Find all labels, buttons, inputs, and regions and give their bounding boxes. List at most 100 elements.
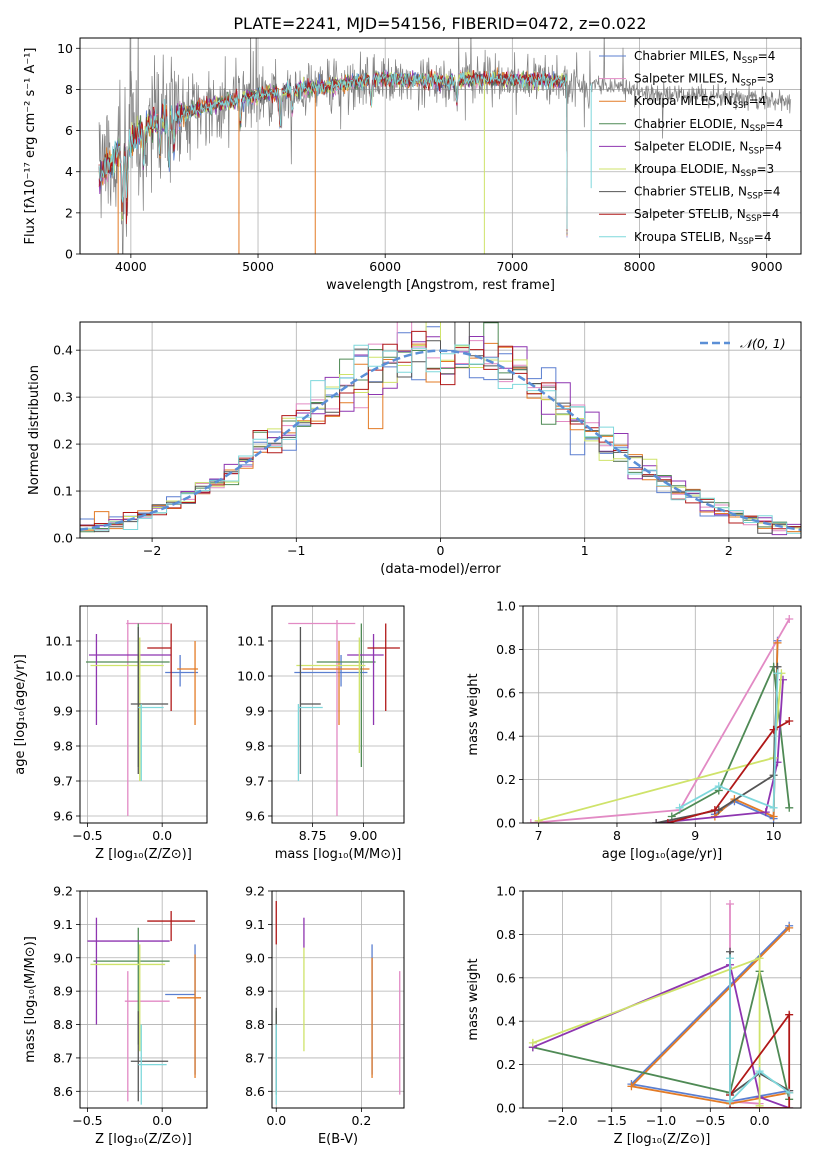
x-axis-label: mass [log₁₀(M/M⊙)]: [275, 847, 402, 862]
errorbar-point-5: [90, 637, 164, 781]
series-marker: [755, 1067, 764, 1076]
errorbar-point-2: [302, 641, 370, 725]
x-tick-label: −1.5: [597, 1113, 627, 1128]
axes-mass-vs-Z: −0.5 0.0 8.6 8.7 8.8 8.9 9.0 9.1 9.2 Z [log₁₀(Z/Z…: [23, 884, 208, 1147]
series-marker: [785, 1088, 794, 1097]
errorbar-point-1: [288, 620, 356, 816]
errorbar-point-5: [90, 944, 166, 1052]
normal-curve: [80, 349, 801, 532]
axes-age-vs-Z: −0.5 0.0 9.6 9.7 9.8 9.9 10.0 10.1 Z [log₁₀(Z/Z⊙…: [13, 605, 208, 862]
x-tick-label: −0.5: [72, 828, 102, 843]
errorbar-point-8: [138, 1024, 167, 1105]
residuals-legend: 𝒩(0, 1): [700, 336, 786, 351]
plot-area-age-vs-mass: [288, 620, 400, 816]
series-marker: [726, 954, 735, 963]
errorbar-point-5: [296, 637, 366, 753]
y-tick-label: 9.0: [245, 950, 265, 965]
errorbar-point-3: [316, 623, 376, 767]
x-tick-label: 8.75: [299, 828, 327, 843]
series-line-7: [667, 720, 790, 823]
x-tick-label: 0.0: [266, 1113, 286, 1128]
errorbar-point-6: [130, 627, 169, 774]
plot-area-spectrum: [98, 38, 792, 254]
y-tick-label: 8.7: [53, 1050, 73, 1065]
x-axis-label: age [log₁₀(age/yr)]: [602, 847, 723, 862]
series-marker: [755, 1101, 764, 1108]
x-tick-label: −1: [287, 543, 305, 558]
y-tick-label: 0.0: [53, 531, 73, 546]
x-tick-label: −2: [143, 543, 161, 558]
y-tick-label: 0.4: [53, 343, 73, 358]
series-marker: [769, 812, 778, 821]
y-tick-label: 9.7: [245, 774, 265, 789]
x-tick-label: 0.0: [152, 828, 172, 843]
series-marker: [726, 900, 735, 909]
series-marker: [710, 805, 719, 814]
y-axis-label: mass [log₁₀(M/M⊙)]: [23, 936, 38, 1063]
y-tick-label: 0.4: [496, 1014, 516, 1029]
series-marker: [773, 669, 782, 678]
x-axis-label: (data-model)/error: [380, 562, 501, 577]
x-tick-label: 0.0: [750, 1113, 770, 1128]
legend-label-6: Chabrier STELIB, NSSP=4: [634, 185, 781, 202]
y-axis-label: mass weight: [466, 673, 481, 755]
y-tick-label: 8.7: [245, 1050, 265, 1065]
axes-mass-weight-vs-age: 7 8 9 10 0.0 0.2 0.4 0.6 0.8 1.0 age [log₁₀(age/yr…: [466, 599, 802, 862]
y-tick-label: 0.0: [496, 1101, 516, 1116]
y-tick-label: 8.8: [245, 1017, 265, 1032]
y-tick-label: 9.8: [53, 739, 73, 754]
series-line-7: [729, 1011, 791, 1108]
plot-area-mass-weight-vs-Z: [528, 900, 794, 1108]
figure-title: PLATE=2241, MJD=54156, FIBERID=0472, z=0…: [233, 14, 646, 33]
series-marker: [755, 954, 764, 963]
series-marker: [773, 638, 782, 647]
errorbar-point-7: [147, 623, 172, 711]
legend-label-1: Salpeter MILES, NSSP=3: [634, 72, 774, 89]
axes-frame: [271, 605, 405, 824]
legend-label-8: Kroupa STELIB, NSSP=4: [634, 230, 772, 247]
series-line-3: [671, 663, 791, 818]
errorbar-point-4: [87, 917, 170, 1025]
axes-frame: [271, 890, 405, 1109]
axes-mass-vs-EBV: 0.0 0.2 8.6 8.7 8.8 8.9 9.0 9.1 9.2 E(B-V): [245, 884, 405, 1147]
x-tick-label: 6000: [369, 259, 401, 274]
x-tick-label: 2: [725, 543, 733, 558]
series-marker: [675, 803, 684, 812]
axes-frame: [79, 321, 802, 539]
y-tick-label: 0.2: [496, 1057, 516, 1072]
errorbar-point-7: [147, 911, 196, 942]
y-tick-label: 9.1: [245, 917, 265, 932]
series-marker: [785, 615, 794, 624]
axes-frame: [522, 890, 802, 1109]
x-tick-label: −0.5: [695, 1113, 725, 1128]
y-tick-label: 0.8: [496, 927, 516, 942]
y-tick-label: 9.8: [245, 739, 265, 754]
axes-mass-weight-vs-Z: −2.0 −1.5 −1.0 −0.5 0.0 0.0 0.2 0.4 0.6 0.8 1.0 Z […: [466, 884, 802, 1147]
y-tick-label: 8.9: [53, 984, 73, 999]
series-marker: [627, 1082, 636, 1091]
x-tick-label: 8000: [624, 259, 656, 274]
x-axis-label: Z [log₁₀(Z/Z⊙)]: [95, 847, 192, 862]
y-tick-label: 0.1: [53, 484, 73, 499]
x-tick-label: 8: [613, 828, 621, 843]
plot-area-age-vs-Z: [85, 620, 199, 816]
x-tick-label: −2.0: [547, 1113, 577, 1128]
y-tick-label: 0.0: [496, 816, 516, 831]
axes-frame: [79, 890, 208, 1109]
series-marker: [714, 782, 723, 791]
series-line-4: [656, 679, 784, 823]
y-tick-label: 9.9: [53, 704, 73, 719]
x-tick-label: 0.0: [152, 1113, 172, 1128]
y-tick-label: 9.9: [245, 704, 265, 719]
errorbar-point-0: [294, 655, 368, 687]
series-marker: [534, 816, 543, 823]
legend-label-5: Kroupa ELODIE, NSSP=3: [634, 162, 774, 179]
errorbar-point-1: [126, 620, 170, 816]
axes-frame: [522, 605, 802, 824]
x-tick-label: 4000: [115, 259, 147, 274]
y-axis-label: Flux [fλ10⁻¹⁷ erg cm⁻² s⁻¹ A⁻¹]: [23, 48, 38, 245]
series-line-8: [679, 673, 779, 810]
errorbar-point-4: [88, 634, 172, 725]
y-tick-label: 10.0: [237, 669, 265, 684]
x-tick-label: −0.5: [72, 1113, 102, 1128]
